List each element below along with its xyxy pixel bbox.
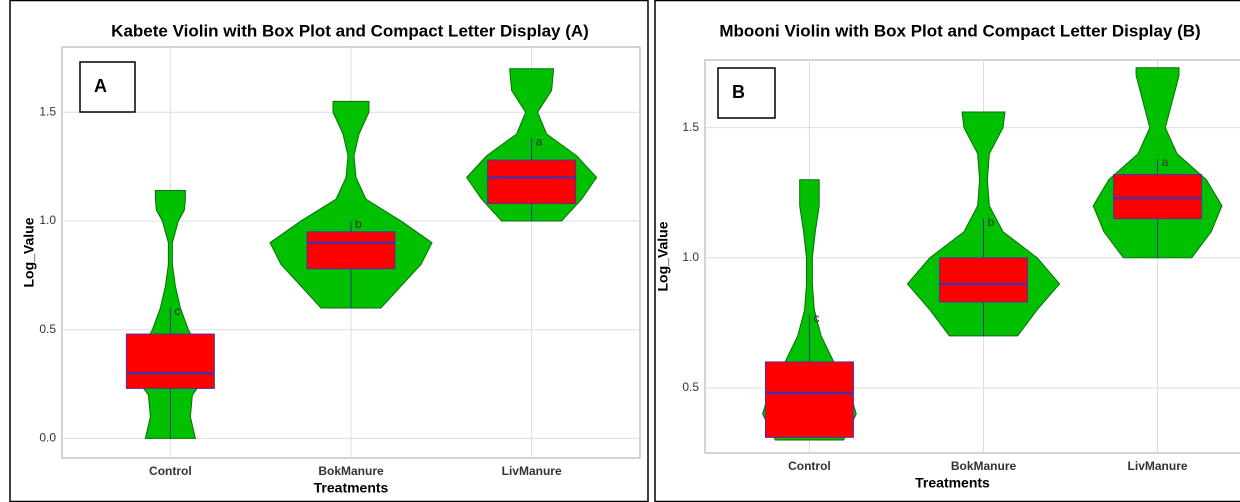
y-tick-label: 0.5 — [682, 380, 699, 394]
panel-label-box — [79, 61, 136, 113]
chart-title: Mbooni Violin with Box Plot and Compact … — [719, 21, 1200, 40]
cld-letter: c — [174, 304, 180, 318]
cld-letter: b — [988, 215, 995, 229]
x-tick-label: LivManure — [1128, 459, 1188, 473]
y-tick-label: 1.0 — [682, 250, 699, 264]
y-axis-label: Log_Value — [655, 221, 671, 291]
y-tick-label: 1.5 — [39, 104, 56, 118]
panel-label: A — [94, 76, 107, 96]
cld-letter: b — [355, 217, 362, 231]
y-tick-label: 0.5 — [39, 322, 56, 336]
panel-label: B — [732, 82, 745, 102]
x-tick-label: BokManure — [951, 459, 1017, 473]
box — [1113, 174, 1203, 220]
x-tick-label: Control — [149, 464, 192, 478]
box — [306, 231, 396, 270]
cld-letter: a — [536, 135, 543, 149]
cld-letter: c — [813, 311, 819, 325]
box — [487, 159, 577, 205]
y-tick-label: 0.0 — [39, 431, 56, 445]
x-tick-label: LivManure — [502, 464, 562, 478]
x-tick-label: BokManure — [318, 464, 384, 478]
x-tick-label: Control — [788, 459, 831, 473]
x-axis-label: Treatments — [314, 480, 389, 496]
y-tick-label: 1.5 — [682, 120, 699, 134]
cld-letter: a — [1162, 155, 1169, 169]
box — [939, 257, 1028, 303]
x-axis-label: Treatments — [915, 475, 990, 491]
chart-title: Kabete Violin with Box Plot and Compact … — [111, 21, 589, 40]
box — [764, 361, 854, 438]
panel-label-box — [717, 67, 776, 119]
y-tick-label: 1.0 — [39, 213, 56, 227]
box — [125, 333, 215, 389]
y-axis-label: Log_Value — [21, 217, 37, 287]
